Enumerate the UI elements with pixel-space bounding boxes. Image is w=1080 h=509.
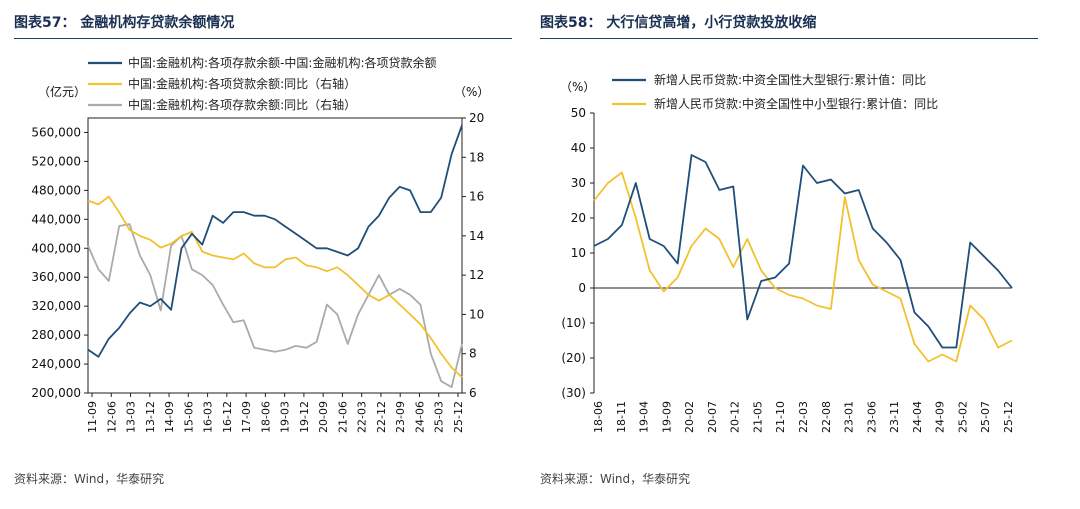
right-axis-tick-label: 14 xyxy=(469,229,484,243)
right-y-tick-label: 30 xyxy=(571,176,586,190)
left-x-tick-label: 16-12 xyxy=(221,401,234,433)
right-x-tick-label: 19-09 xyxy=(660,401,673,433)
left-x-tick-label: 24-06 xyxy=(413,401,426,433)
right-x-tick-label: 21-05 xyxy=(751,401,764,433)
right-x-tick-label: 20-12 xyxy=(729,401,742,433)
left-legend-label-1: 中国:金融机构:各项贷款余额:同比（右轴） xyxy=(128,76,356,91)
left-chart-title: 图表57： 金融机构存贷款余额情况 xyxy=(14,15,235,31)
left-y-tick-label: 320,000 xyxy=(31,299,81,313)
right-axis-tick-label: 12 xyxy=(469,268,484,282)
right-x-tick-label: 24-09 xyxy=(934,401,947,433)
right-axis-tick-label: 6 xyxy=(469,386,477,400)
right-title-rule xyxy=(540,38,1038,39)
right-x-tick-label: 25-07 xyxy=(979,401,992,433)
left-source: 资料来源：Wind，华泰研究 xyxy=(14,472,165,486)
right-axis-tick-label: 18 xyxy=(469,150,484,164)
left-x-tick-label: 21-06 xyxy=(336,401,349,433)
right-x-tick-label: 23-01 xyxy=(843,401,856,433)
right-legend-label-1: 新增人民币贷款:中资全国性中小型银行:累计值：同比 xyxy=(654,96,938,111)
right-y-tick-label: (20) xyxy=(561,351,586,365)
right-y-tick-label: (30) xyxy=(561,386,586,400)
right-x-tick-label: 20-02 xyxy=(683,401,696,433)
left-y-tick-label: 240,000 xyxy=(31,357,81,371)
left-title-rule xyxy=(14,38,512,39)
left-x-tick-label: 23-09 xyxy=(394,401,407,433)
left-y-tick-label: 440,000 xyxy=(31,212,81,226)
left-x-tick-label: 25-12 xyxy=(452,401,465,433)
right-series-line-1 xyxy=(593,171,1013,363)
left-x-tick-label: 25-03 xyxy=(433,401,446,433)
right-y-unit: （%） xyxy=(454,85,489,99)
right-x-tick-label: 19-04 xyxy=(638,401,651,433)
left-x-tick-label: 19-03 xyxy=(279,401,292,433)
right-axis-tick-label: 20 xyxy=(469,111,484,125)
right-x-tick-label: 18-06 xyxy=(592,401,605,433)
right-source: 资料来源：Wind，华泰研究 xyxy=(540,472,691,486)
left-legend-label-2: 中国:金融机构:各项存款余额:同比（右轴） xyxy=(128,97,356,112)
left-y-unit: （亿元） xyxy=(38,84,86,99)
left-x-tick-label: 14-09 xyxy=(163,401,176,433)
left-y-tick-label: 520,000 xyxy=(31,154,81,168)
left-x-tick-label: 22-03 xyxy=(356,401,369,433)
right-x-tick-label: 22-08 xyxy=(820,401,833,433)
left-x-tick-label: 22-12 xyxy=(375,401,388,433)
right-x-tick-label: 20-07 xyxy=(706,401,719,433)
right-y-tick-label: 40 xyxy=(571,141,586,155)
left-y-tick-label: 280,000 xyxy=(31,328,81,342)
right-y-tick-label: (10) xyxy=(561,316,586,330)
right-x-tick-label: 24-04 xyxy=(911,401,924,433)
right-legend-label-0: 新增人民币贷款:中资全国性大型银行:累计值：同比 xyxy=(654,72,926,87)
right-x-tick-label: 22-03 xyxy=(797,401,810,433)
left-y-tick-label: 560,000 xyxy=(31,125,81,139)
left-x-tick-label: 12-06 xyxy=(105,401,118,433)
right-y-tick-label: 10 xyxy=(571,246,586,260)
left-y-tick-label: 480,000 xyxy=(31,183,81,197)
right-axis-tick-label: 8 xyxy=(469,347,477,361)
left-series-line-0 xyxy=(87,124,463,358)
right-x-tick-label: 25-02 xyxy=(956,401,969,433)
right-x-tick-label: 23-11 xyxy=(888,401,901,433)
left-y-tick-label: 200,000 xyxy=(31,386,81,400)
left-x-tick-label: 16-03 xyxy=(202,401,215,433)
left-x-tick-label: 13-03 xyxy=(125,401,138,433)
right-axis-tick-label: 10 xyxy=(469,307,484,321)
left-x-tick-label: 20-09 xyxy=(317,401,330,433)
left-x-tick-label: 13-12 xyxy=(144,401,157,433)
left-series-line-2 xyxy=(87,223,463,389)
right-x-tick-label: 18-11 xyxy=(615,401,628,433)
right-y-tick-label: 0 xyxy=(578,281,586,295)
right-y-tick-label: 50 xyxy=(571,106,586,120)
left-plot-frame xyxy=(87,117,463,394)
right-x-tick-label: 21-10 xyxy=(774,401,787,433)
right-x-tick-label: 23-06 xyxy=(865,401,878,433)
left-y-tick-label: 400,000 xyxy=(31,241,81,255)
left-y-tick-label: 360,000 xyxy=(31,270,81,284)
left-series-line-1 xyxy=(87,195,463,378)
left-x-tick-label: 17-09 xyxy=(240,401,253,433)
left-x-tick-label: 11-09 xyxy=(86,401,99,433)
left-x-tick-label: 15-06 xyxy=(182,401,195,433)
right-chart-y-unit: （%） xyxy=(560,80,595,94)
right-axis-tick-label: 16 xyxy=(469,190,484,204)
right-series-line-0 xyxy=(593,154,1013,349)
left-legend-label-0: 中国:金融机构:各项存款余额-中国:金融机构:各项贷款余额 xyxy=(128,55,437,70)
left-x-tick-label: 19-12 xyxy=(298,401,311,433)
right-x-tick-label: 25-12 xyxy=(1002,401,1015,433)
right-y-tick-label: 20 xyxy=(571,211,586,225)
right-chart-title: 图表58： 大行信贷高增，小行贷款投放收缩 xyxy=(540,15,817,31)
left-x-tick-label: 18-06 xyxy=(259,401,272,433)
